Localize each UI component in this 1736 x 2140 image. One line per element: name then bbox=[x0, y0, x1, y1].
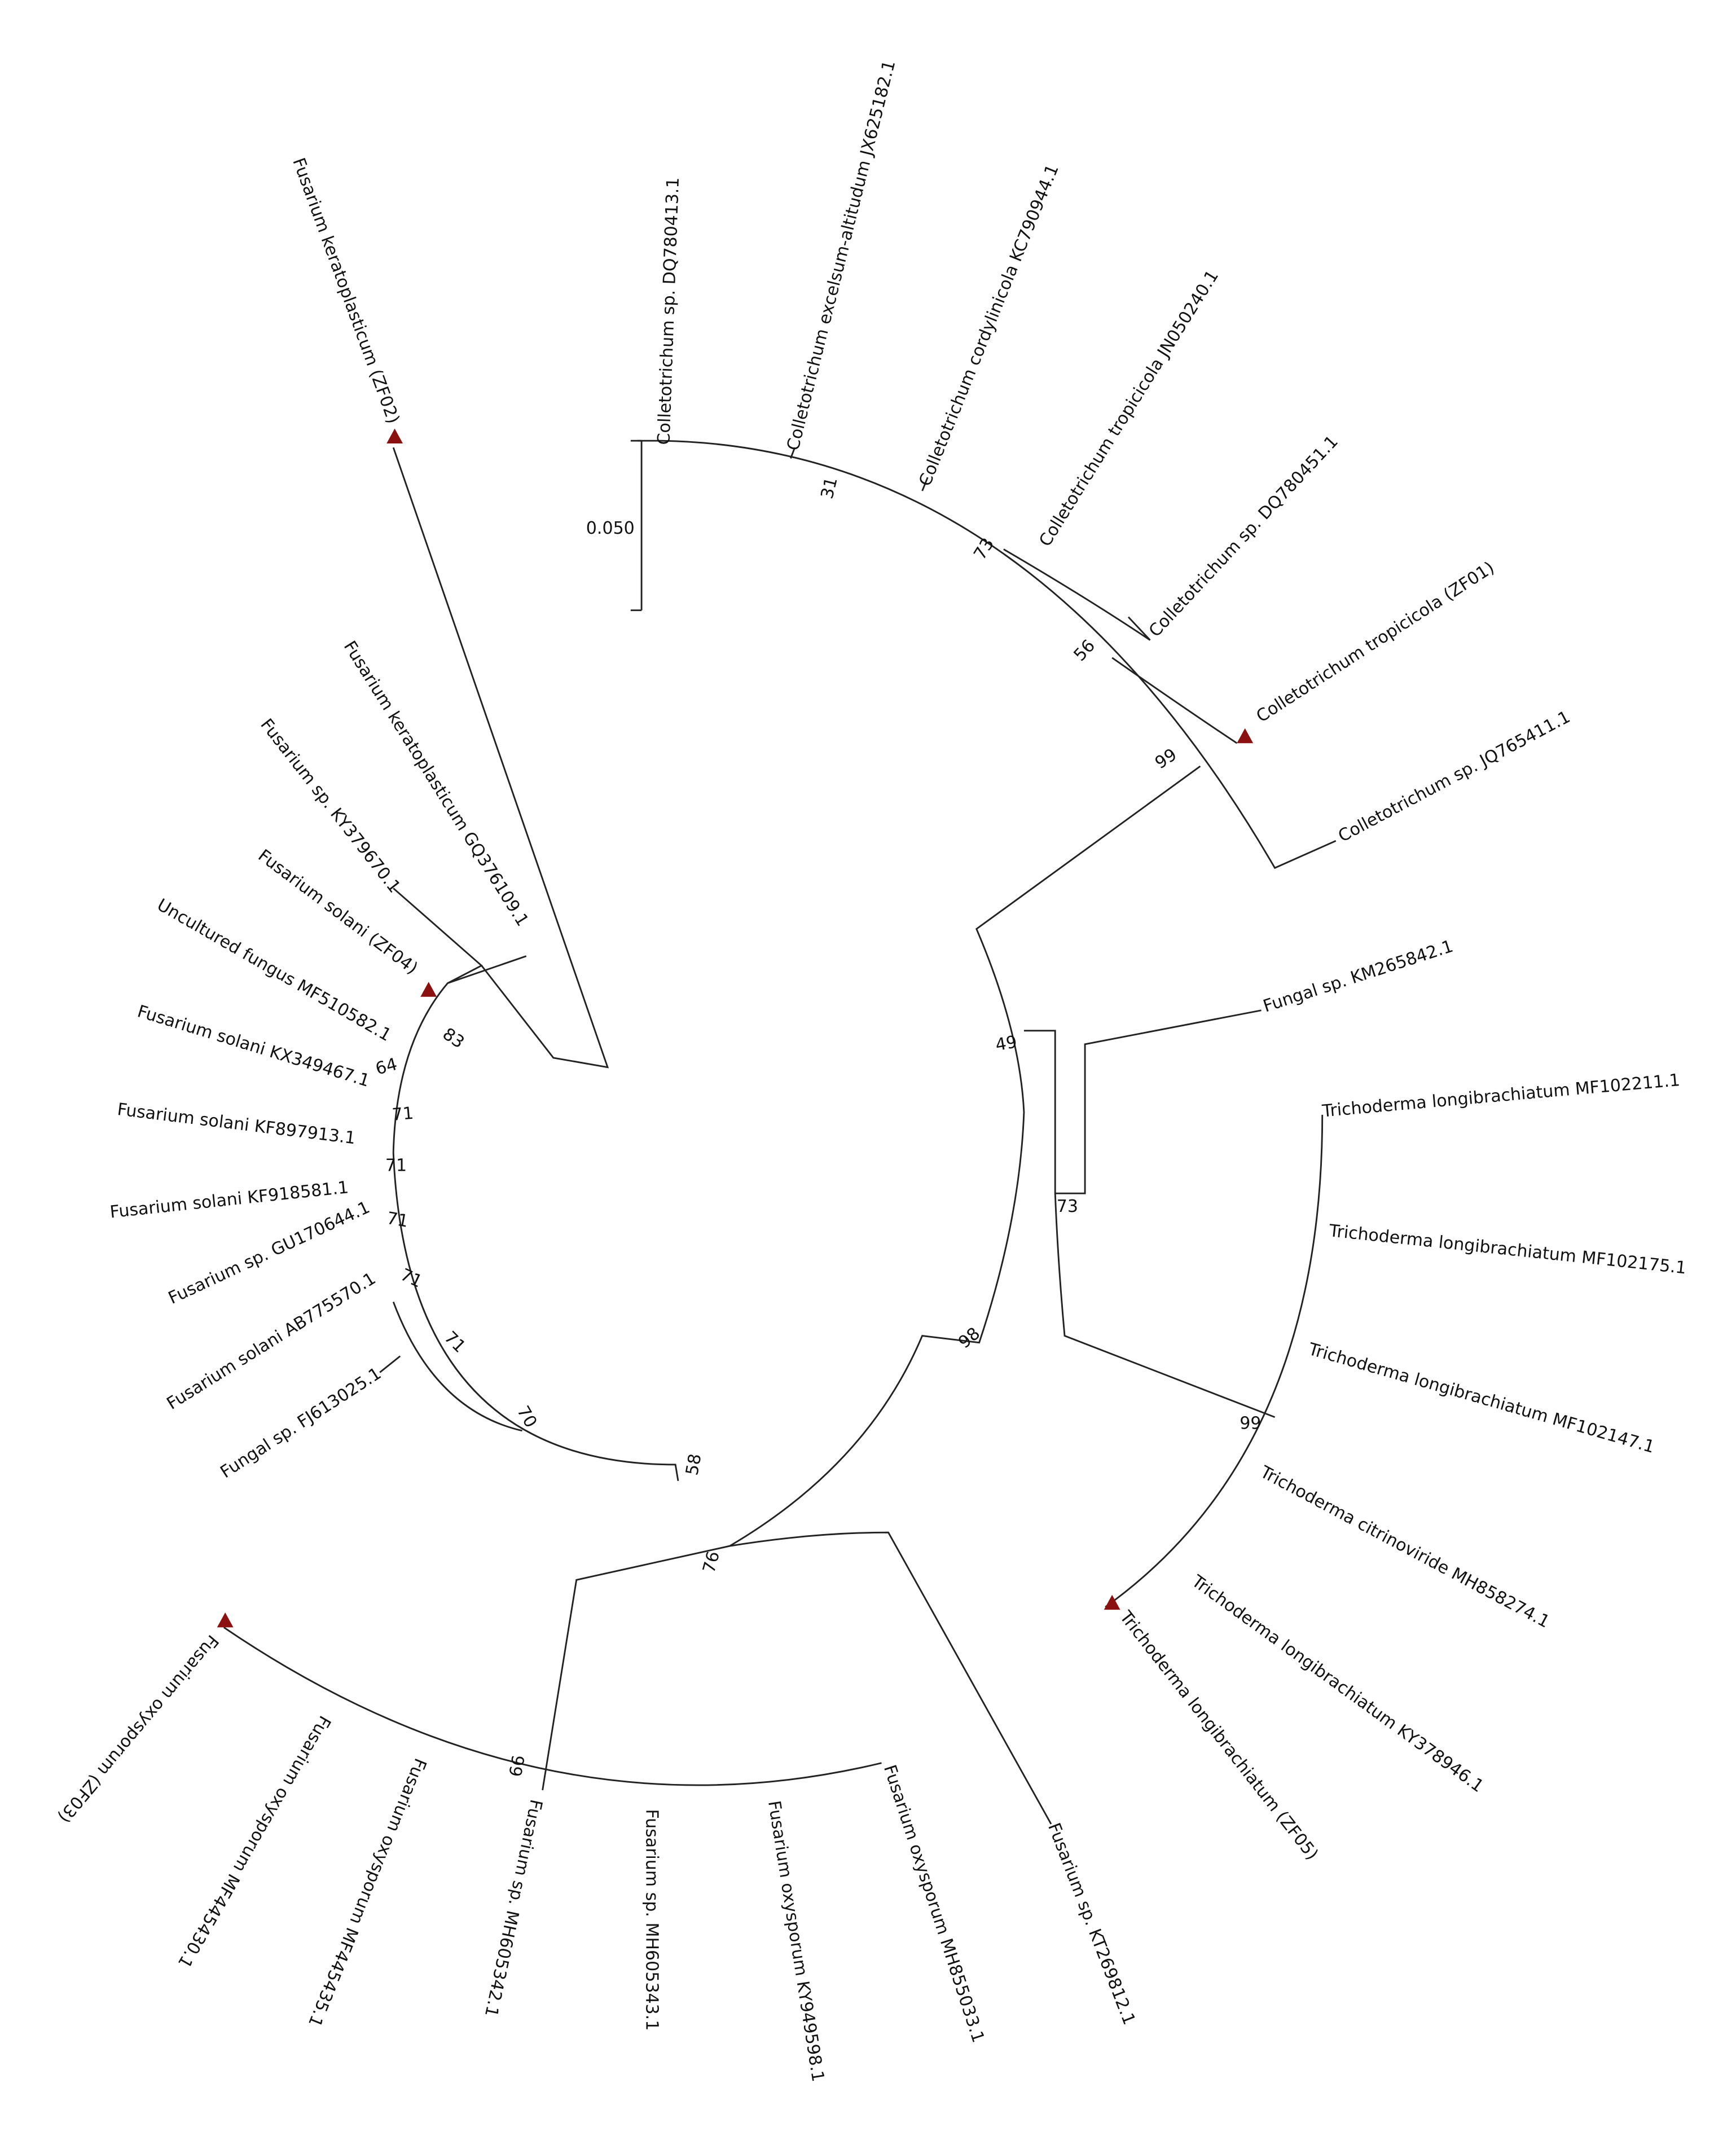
bootstrap-value: 73 bbox=[970, 534, 998, 563]
bootstrap-value: 99 bbox=[504, 1754, 528, 1778]
leaf-label: Fusarium oxysporum KY949598.1 bbox=[764, 1799, 828, 2083]
branch bbox=[1105, 1114, 1324, 1608]
leaf-label: Fungal sp. KM265842.1 bbox=[1261, 937, 1456, 1017]
branch bbox=[223, 1627, 882, 1786]
scale-label: 0.050 bbox=[586, 518, 635, 538]
bootstrap-value: 71 bbox=[385, 1209, 410, 1232]
leaf-label: Fusarium sp. KT269812.1 bbox=[1044, 1820, 1139, 2027]
leaf-label: Colletotrichum sp. DQ780451.1 bbox=[1145, 432, 1342, 641]
bootstrap-value: 64 bbox=[373, 1054, 399, 1079]
bootstrap-value: 73 bbox=[1057, 1197, 1078, 1216]
bootstrap-value: 76 bbox=[699, 1549, 724, 1575]
leaf-label: Fusarium oxysporum (ZF03) bbox=[54, 1631, 222, 1827]
leaf-label: Fusarium oxysporum MF445435.1 bbox=[304, 1755, 430, 2029]
bootstrap-value: 71 bbox=[385, 1156, 407, 1176]
marker-triangle bbox=[420, 982, 437, 997]
bootstrap-value: 71 bbox=[391, 1104, 414, 1125]
bootstrap-value: 98 bbox=[955, 1324, 984, 1352]
leaf-label: Fusarium oxysporum MH855033.1 bbox=[880, 1763, 988, 2045]
bootstrap-value: 58 bbox=[682, 1452, 705, 1477]
leaf-label: Trichoderma longibrachiatum MF102147.1 bbox=[1306, 1339, 1656, 1457]
leaf-label: Trichoderma longibrachiatum MF102175.1 bbox=[1328, 1221, 1687, 1278]
leaf-label: Fusarium sp. MH605343.1 bbox=[641, 1809, 661, 2031]
branch bbox=[392, 447, 679, 1482]
bootstrap-value: 99 bbox=[1240, 1413, 1261, 1433]
leaf-label: Colletotrichum cordylinicola KC790944.1 bbox=[915, 162, 1063, 489]
leaf-label: Fungal sp. FJ613025.1 bbox=[217, 1364, 385, 1482]
branch bbox=[542, 1531, 1052, 1825]
leaf-label: Colletotrichum tropicicola JN050240.1 bbox=[1035, 267, 1223, 550]
bootstrap-value: 83 bbox=[439, 1024, 468, 1053]
leaf-label: Fusarium solani KF897913.1 bbox=[116, 1100, 357, 1149]
marker-triangle bbox=[386, 428, 403, 444]
leaf-label: Fusarium solani KF918581.1 bbox=[109, 1177, 350, 1222]
leaf-label: Fusarium keratoplasticum GQ376109.1 bbox=[340, 638, 533, 930]
branch bbox=[729, 765, 1201, 1547]
branch bbox=[790, 447, 1238, 744]
leaf-label: Colletotrichum sp. DQ780413.1 bbox=[654, 177, 683, 445]
marker-triangle bbox=[1104, 1594, 1120, 1610]
branches bbox=[223, 440, 1337, 1825]
marker-triangle bbox=[217, 1612, 234, 1628]
marker-triangle bbox=[1237, 728, 1254, 744]
bootstrap-value: 70 bbox=[513, 1403, 540, 1431]
leaf-label: Trichoderma citrinoviride MH858274.1 bbox=[1256, 1462, 1553, 1632]
leaf-label: Fusarium keratoplasticum (ZF02) bbox=[288, 155, 403, 426]
leaf-label: Fusarium sp. MH605342.1 bbox=[481, 1798, 546, 2019]
bootstrap-value: 71 bbox=[397, 1265, 425, 1292]
branch bbox=[1023, 1009, 1276, 1418]
leaf-label: Colletotrichum sp. JQ765411.1 bbox=[1335, 707, 1574, 846]
bootstrap-value: 31 bbox=[818, 475, 842, 501]
leaf-label: Trichoderma longibrachiatum MF102211.1 bbox=[1321, 1070, 1681, 1121]
bootstrap-value: 56 bbox=[1070, 636, 1100, 665]
branch bbox=[379, 1302, 522, 1432]
bootstrap-value: 99 bbox=[1152, 745, 1180, 773]
leaf-label: Colletotrichum excelsum-altitudum JX6251… bbox=[783, 59, 899, 452]
leaf-label: Colletotrichum tropicicola (ZF01) bbox=[1253, 558, 1498, 727]
branch bbox=[637, 440, 1337, 869]
leaf-label: Fusarium solani (ZF04) bbox=[254, 846, 421, 978]
bootstrap-value: 49 bbox=[994, 1032, 1019, 1055]
leaf-label: Fusarium oxysporum MF445430.1 bbox=[174, 1712, 335, 1971]
